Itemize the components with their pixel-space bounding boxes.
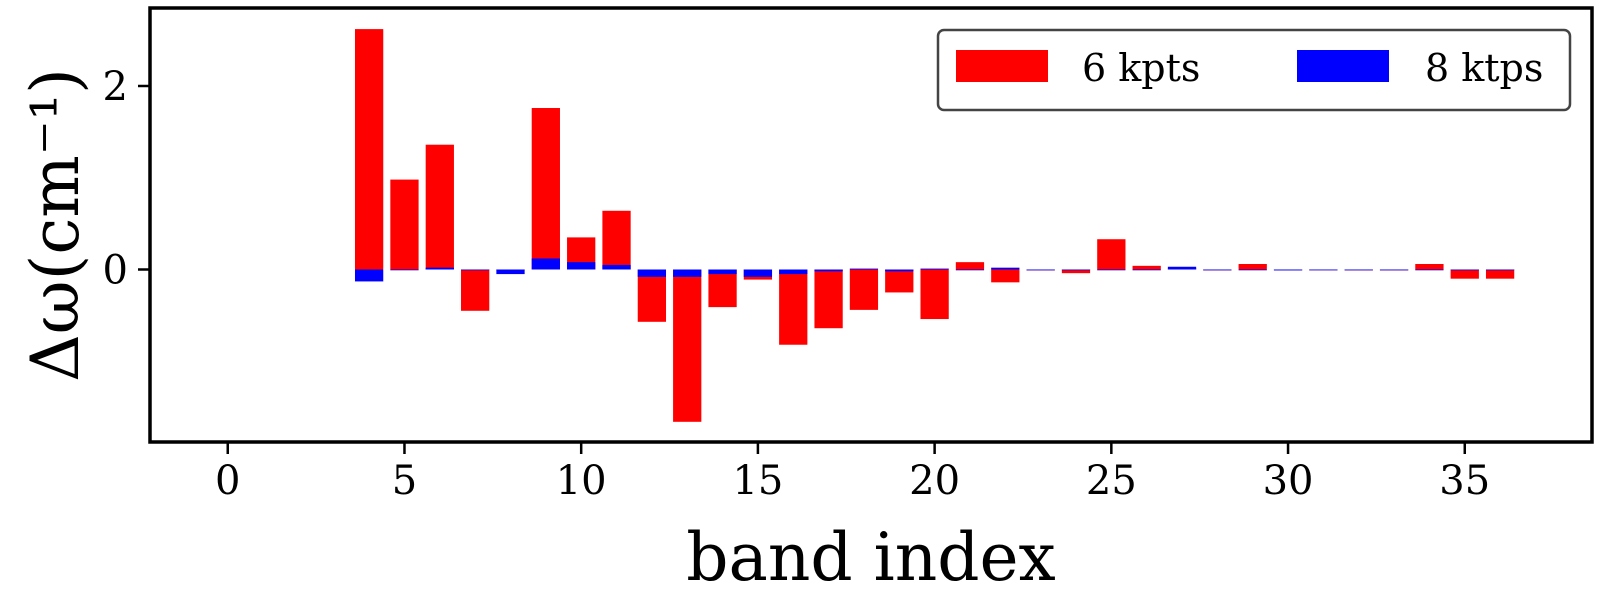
bar-6-kpts-band-26 bbox=[1132, 265, 1161, 270]
bar-6-kpts-band-36 bbox=[1485, 269, 1515, 279]
bar-6-kpts-band-21 bbox=[955, 262, 985, 270]
bar-6-kpts-band-24 bbox=[1061, 269, 1091, 274]
bar-8-ktps-band-30 bbox=[1273, 269, 1303, 271]
legend-box bbox=[936, 28, 1572, 112]
x-tick-label: 20 bbox=[909, 458, 960, 504]
bar-8-ktps-band-19 bbox=[885, 269, 914, 272]
bar-6-kpts-band-25 bbox=[1097, 239, 1126, 270]
bar-6-kpts-band-16 bbox=[779, 269, 808, 345]
bar-8-ktps-band-16 bbox=[779, 269, 808, 275]
bar-6-kpts-band-17 bbox=[814, 269, 843, 329]
legend-label-6-kpts: 6 kpts bbox=[1082, 46, 1200, 90]
bar-8-ktps-band-20 bbox=[920, 268, 949, 270]
bar-6-kpts-band-29 bbox=[1238, 264, 1267, 270]
bar-8-ktps-band-12 bbox=[637, 269, 667, 277]
bar-6-kpts-band-6 bbox=[425, 144, 454, 270]
bar-6-kpts-band-13 bbox=[673, 269, 702, 422]
bar-8-ktps-band-18 bbox=[849, 268, 879, 270]
bar-6-kpts-band-35 bbox=[1450, 269, 1479, 279]
y-axis-title: Δω(cm⁻¹) bbox=[17, 68, 94, 382]
bar-8-ktps-band-33 bbox=[1379, 269, 1409, 271]
bar-6-kpts-band-22 bbox=[991, 269, 1020, 283]
bar-8-ktps-band-21 bbox=[955, 269, 985, 271]
x-tick-label: 15 bbox=[732, 458, 783, 504]
bar-8-ktps-band-31 bbox=[1309, 269, 1338, 271]
bar-6-kpts-band-34 bbox=[1415, 264, 1444, 270]
bar-8-ktps-band-23 bbox=[1026, 269, 1055, 271]
bar-6-kpts-band-5 bbox=[390, 179, 419, 270]
bar-6-kpts-band-4 bbox=[354, 29, 384, 270]
bar-6-kpts-band-7 bbox=[461, 269, 490, 311]
y-tick-label: 0 bbox=[103, 248, 128, 294]
bar-8-ktps-band-17 bbox=[814, 269, 843, 272]
bar-6-kpts-band-11 bbox=[602, 210, 631, 270]
bar-8-ktps-band-10 bbox=[567, 262, 596, 270]
legend-swatch-8-ktps bbox=[1297, 50, 1389, 82]
bar-6-kpts-band-12 bbox=[637, 269, 667, 322]
bars-layer bbox=[354, 29, 1515, 422]
bar-8-ktps-band-13 bbox=[673, 269, 702, 277]
x-axis-title: band index bbox=[686, 519, 1055, 596]
bar-8-ktps-band-11 bbox=[602, 264, 631, 270]
x-tick-label: 5 bbox=[392, 458, 417, 504]
bar-6-kpts-band-19 bbox=[885, 269, 914, 293]
bar-6-kpts-band-14 bbox=[708, 269, 737, 308]
x-tick-label: 35 bbox=[1439, 458, 1490, 504]
bar-8-ktps-band-6 bbox=[425, 267, 454, 270]
y-axis-ticks: 02 bbox=[103, 64, 150, 294]
bar-8-ktps-band-32 bbox=[1344, 269, 1373, 271]
bar-8-ktps-band-22 bbox=[991, 267, 1020, 270]
x-tick-label: 25 bbox=[1086, 458, 1137, 504]
plot-frame bbox=[148, 6, 1594, 444]
bar-8-ktps-band-36 bbox=[1485, 269, 1515, 271]
bar-8-ktps-band-9 bbox=[531, 258, 560, 270]
legend-swatch-6-kpts bbox=[956, 50, 1048, 82]
bar-8-ktps-band-27 bbox=[1167, 266, 1197, 270]
bar-6-kpts-band-9 bbox=[531, 108, 560, 270]
x-tick-label: 30 bbox=[1263, 458, 1314, 504]
bar-8-ktps-band-28 bbox=[1203, 269, 1232, 271]
bar-8-ktps-band-15 bbox=[743, 269, 773, 277]
bar-8-ktps-band-29 bbox=[1238, 269, 1267, 271]
legend-label-8-ktps: 8 ktps bbox=[1425, 46, 1543, 90]
bar-8-ktps-band-8 bbox=[496, 269, 525, 275]
bar-8-ktps-band-4 bbox=[354, 269, 384, 282]
x-axis-ticks: 0 5 10 15 20 25 30 35 bbox=[215, 442, 1490, 504]
y-tick-label: 2 bbox=[103, 64, 128, 110]
bar-8-ktps-band-25 bbox=[1097, 269, 1126, 271]
bar-8-ktps-band-14 bbox=[708, 269, 737, 275]
bar-8-ktps-band-26 bbox=[1132, 269, 1161, 271]
legend: 6 kpts 8 ktps bbox=[936, 28, 1572, 112]
bar-8-ktps-band-35 bbox=[1450, 269, 1479, 271]
bar-6-kpts-band-20 bbox=[920, 269, 949, 320]
bar-8-ktps-band-5 bbox=[390, 269, 419, 271]
bar-8-ktps-band-24 bbox=[1061, 269, 1091, 271]
bar-8-ktps-band-34 bbox=[1415, 269, 1444, 271]
bar-6-kpts-band-18 bbox=[849, 269, 879, 310]
x-tick-label: 0 bbox=[215, 458, 240, 504]
bar-8-ktps-band-7 bbox=[461, 269, 490, 271]
x-tick-label: 10 bbox=[556, 458, 607, 504]
